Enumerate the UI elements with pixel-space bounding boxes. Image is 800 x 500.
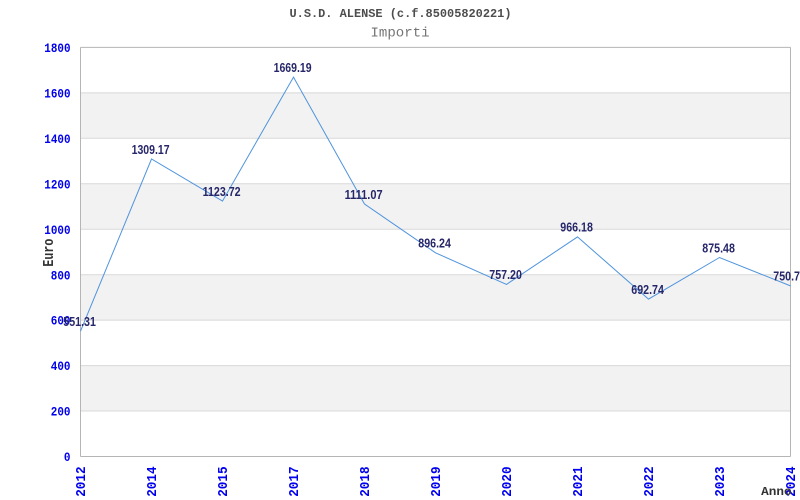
svg-text:2020: 2020 [500,466,516,496]
svg-text:600: 600 [51,314,71,329]
svg-text:2021: 2021 [571,466,587,496]
svg-text:2023: 2023 [713,466,729,496]
svg-text:896.24: 896.24 [418,237,451,251]
svg-text:966.18: 966.18 [560,221,593,235]
svg-text:2018: 2018 [358,466,374,496]
svg-text:2024: 2024 [784,466,800,496]
svg-text:2014: 2014 [145,466,161,496]
svg-text:1600: 1600 [44,87,70,102]
svg-text:1400: 1400 [44,132,70,147]
svg-text:1800: 1800 [44,41,70,56]
svg-text:Anno: Anno [761,485,792,499]
svg-text:1309.17: 1309.17 [132,143,170,157]
svg-text:0: 0 [64,450,71,465]
svg-text:Importi: Importi [371,27,430,42]
svg-text:200: 200 [51,405,71,420]
svg-text:2015: 2015 [216,466,232,496]
svg-text:750.70: 750.70 [773,270,800,284]
svg-text:692.74: 692.74 [631,283,664,297]
svg-text:2012: 2012 [74,466,90,496]
svg-text:1123.72: 1123.72 [203,185,241,199]
svg-text:2019: 2019 [429,466,445,496]
svg-text:U.S.D. ALENSE (c.f.85005820221: U.S.D. ALENSE (c.f.85005820221) [290,7,512,21]
svg-text:1000: 1000 [44,223,70,238]
svg-text:757.20: 757.20 [489,268,522,282]
svg-text:Euro: Euro [42,238,58,266]
svg-text:551.31: 551.31 [63,315,96,329]
svg-text:1111.07: 1111.07 [345,188,383,202]
svg-text:1669.19: 1669.19 [274,61,312,75]
svg-text:1200: 1200 [44,177,70,192]
svg-text:400: 400 [51,359,71,374]
svg-text:800: 800 [51,268,71,283]
svg-text:2022: 2022 [642,466,658,496]
svg-text:2017: 2017 [287,466,303,496]
svg-text:875.48: 875.48 [702,241,735,255]
